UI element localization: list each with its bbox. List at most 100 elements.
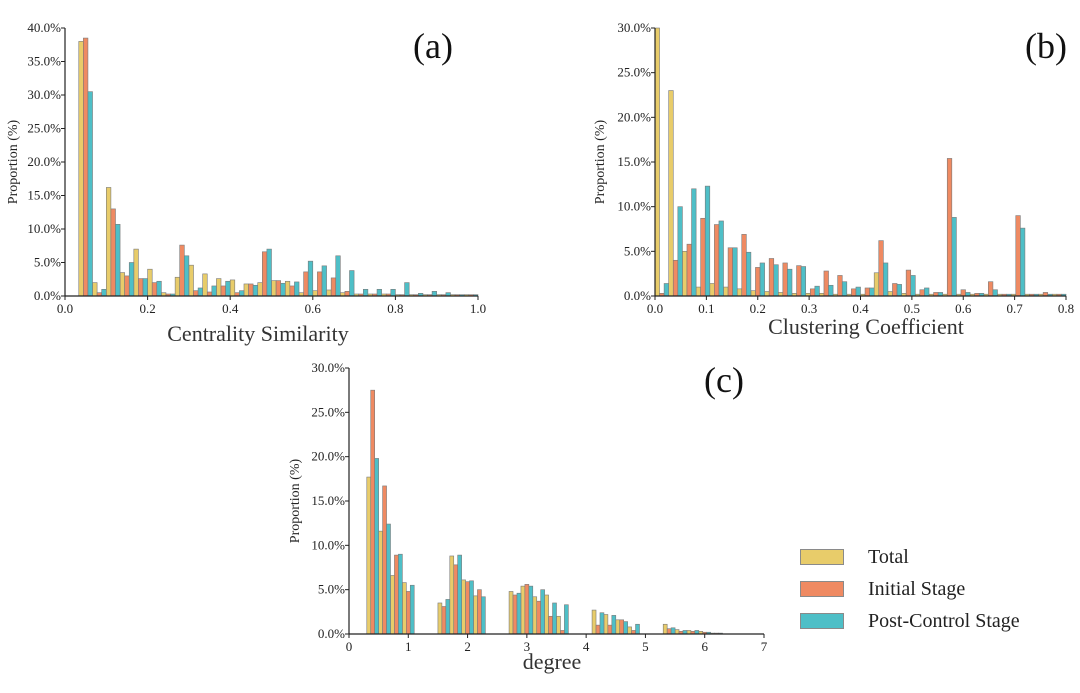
bar-post bbox=[115, 224, 121, 297]
x-tick-label: 0 bbox=[346, 639, 353, 654]
bar-post bbox=[128, 262, 135, 297]
bar-post bbox=[869, 287, 875, 297]
y-tick-label: 30.0% bbox=[27, 87, 61, 102]
bar-post bbox=[552, 602, 557, 635]
bar-total bbox=[461, 579, 466, 635]
bar-total bbox=[603, 614, 609, 635]
bar-total bbox=[284, 280, 291, 297]
bar-post bbox=[197, 287, 203, 297]
panel-label: (b) bbox=[1025, 26, 1067, 66]
bar-initial bbox=[782, 262, 788, 297]
bar-post bbox=[404, 282, 410, 297]
bar-post bbox=[335, 255, 341, 297]
bar-total bbox=[668, 90, 674, 297]
bar-total bbox=[229, 279, 236, 297]
x-tick-label: 0.2 bbox=[139, 301, 155, 316]
bar-post bbox=[294, 281, 300, 297]
bar-post bbox=[841, 281, 848, 297]
bar-total bbox=[520, 585, 526, 635]
bar-total bbox=[591, 609, 597, 635]
bar-post bbox=[445, 599, 451, 635]
bar-initial bbox=[892, 283, 898, 297]
x-tick-label: 0.0 bbox=[57, 301, 73, 316]
bar-post bbox=[746, 251, 752, 297]
legend-label-total: Total bbox=[868, 545, 909, 568]
bar-initial bbox=[110, 208, 116, 297]
bar-initial bbox=[330, 277, 337, 297]
bar-post bbox=[951, 217, 957, 297]
bar-total bbox=[147, 268, 153, 297]
bar-initial bbox=[524, 584, 530, 635]
bar-total bbox=[873, 272, 880, 297]
x-tick-label: 1 bbox=[405, 639, 412, 654]
bar-initial bbox=[919, 289, 925, 297]
bar-post bbox=[704, 185, 711, 297]
y-tick-label: 25.0% bbox=[617, 65, 651, 80]
bar-post bbox=[883, 262, 889, 297]
bar-initial bbox=[619, 619, 624, 635]
bar-total bbox=[695, 286, 701, 297]
x-tick-label: 0.1 bbox=[698, 301, 714, 316]
x-tick-label: 7 bbox=[761, 639, 768, 654]
x-tick-label: 0.0 bbox=[647, 301, 663, 316]
legend-swatch-post bbox=[800, 613, 844, 629]
bar-initial bbox=[262, 251, 268, 297]
bar-post bbox=[992, 289, 998, 297]
y-tick-label: 0.0% bbox=[624, 288, 651, 303]
bar-initial bbox=[453, 564, 458, 635]
bar-initial bbox=[206, 291, 213, 297]
bar-initial bbox=[666, 628, 672, 635]
y-axis-title: Proportion (%) bbox=[288, 458, 303, 543]
chart-panel-c: 0 1 2 3 4 5 6 7 0.0% 5.0% 10.0% 15.0% 20.0% 25.0% 30.0… bbox=[288, 360, 768, 674]
legend: Total Initial Stage Post-Control Stage bbox=[800, 541, 1020, 637]
bar-post bbox=[800, 266, 807, 297]
bar-initial bbox=[837, 275, 843, 297]
bar-post bbox=[787, 268, 793, 297]
bar-initial bbox=[382, 485, 387, 635]
x-tick-label: 0.5 bbox=[904, 301, 920, 316]
bar-total bbox=[366, 476, 372, 635]
bar-initial bbox=[607, 624, 613, 635]
bar-total bbox=[243, 283, 249, 297]
bar-post bbox=[362, 288, 369, 297]
bar-post bbox=[390, 288, 396, 297]
y-tick-label: 5.0% bbox=[624, 243, 651, 258]
bar-post bbox=[87, 91, 93, 297]
bar-initial bbox=[823, 270, 829, 297]
bar-initial bbox=[303, 271, 309, 297]
bar-total bbox=[202, 273, 208, 297]
panel-label: (c) bbox=[704, 360, 744, 400]
bar-initial bbox=[768, 258, 775, 297]
bar-post bbox=[376, 288, 382, 297]
bar-total bbox=[544, 594, 549, 635]
bar-initial bbox=[905, 269, 912, 297]
bar-initial bbox=[755, 267, 761, 297]
bar-initial bbox=[124, 275, 130, 297]
bar-total bbox=[682, 251, 688, 297]
bar-initial bbox=[1015, 215, 1021, 297]
bar-initial bbox=[406, 591, 411, 635]
x-tick-label: 4 bbox=[583, 639, 590, 654]
bar-post bbox=[349, 270, 355, 297]
bar-initial bbox=[138, 278, 144, 297]
y-tick-label: 0.0% bbox=[318, 626, 345, 641]
bar-total bbox=[378, 530, 383, 635]
bar-initial bbox=[394, 554, 399, 635]
bar-post bbox=[142, 278, 148, 297]
bar-post bbox=[1020, 227, 1026, 297]
bar-post bbox=[280, 282, 286, 297]
legend-item-post: Post-Control Stage bbox=[800, 605, 1020, 637]
x-tick-label: 0.6 bbox=[305, 301, 322, 316]
bar-initial bbox=[988, 281, 994, 297]
bar-post bbox=[225, 280, 231, 297]
bar-post bbox=[307, 260, 314, 297]
panel-label: (a) bbox=[413, 26, 453, 66]
x-tick-label: 0.8 bbox=[1058, 301, 1074, 316]
bar-total bbox=[709, 283, 715, 297]
bar-post bbox=[896, 284, 902, 297]
bar-initial bbox=[179, 244, 185, 297]
bar-total bbox=[92, 282, 98, 297]
bar-post bbox=[670, 627, 676, 635]
bar-post bbox=[910, 275, 916, 297]
